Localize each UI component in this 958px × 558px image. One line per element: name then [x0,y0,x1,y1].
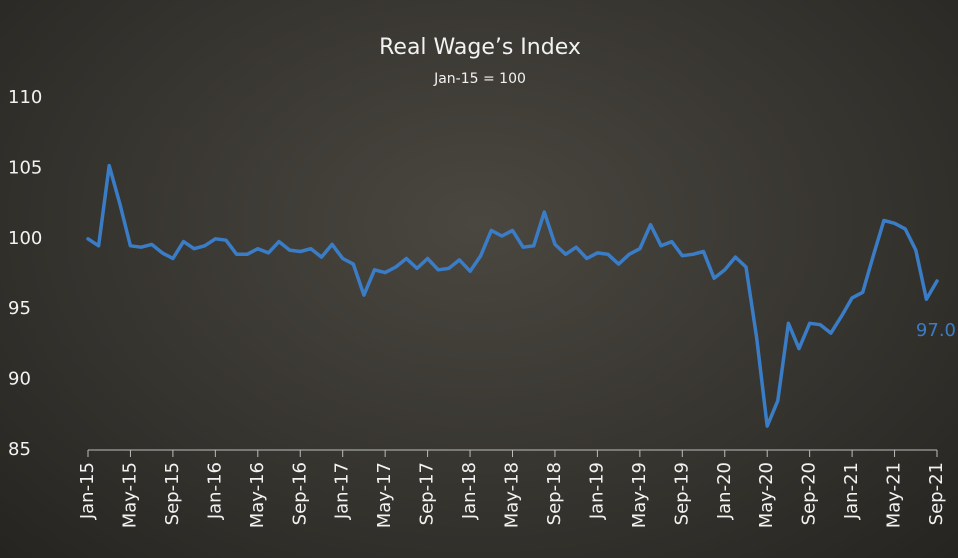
data-label: 97.0 [916,320,956,341]
x-tick-label: Sep-16 [289,462,310,525]
x-tick-label: Sep-17 [417,462,438,525]
x-tick-label: Jan-21 [841,462,862,520]
y-tick-label: 105 [8,157,42,178]
x-tick-label: Jan-16 [204,462,225,520]
x-tick-label: Jan-17 [332,462,353,520]
x-tick-label: May-19 [629,462,650,528]
x-tick-label: May-17 [374,462,395,528]
x-tick-label: May-20 [756,462,777,528]
x-tick-label: Sep-15 [162,462,183,525]
x-tick-label: Jan-15 [77,462,98,520]
x-tick-label: Sep-19 [671,462,692,525]
x-tick-label: Jan-20 [714,462,735,520]
y-tick-label: 100 [8,228,42,249]
data-line [88,166,937,427]
x-tick-label: May-16 [247,462,268,528]
x-tick-label: Sep-18 [544,462,565,525]
x-tick-label: May-18 [502,462,523,528]
x-tick-label: Sep-20 [799,462,820,525]
chart: Real Wage’s Index Jan-15 = 100 85 90 95 100… [0,0,958,558]
x-tick-label: Jan-18 [459,462,480,520]
x-tick-label: Sep-21 [926,462,947,525]
y-tick-label: 90 [8,369,31,390]
y-tick-label: 95 [8,298,31,319]
chart-title: Real Wage’s Index [379,35,581,60]
chart-subtitle: Jan-15 = 100 [433,71,526,87]
x-tick-label: May-15 [119,462,140,528]
x-tick-label: May-21 [884,462,905,528]
y-tick-label: 85 [8,439,31,460]
x-tick-label: Jan-19 [586,462,607,520]
y-tick-label: 110 [8,87,42,108]
